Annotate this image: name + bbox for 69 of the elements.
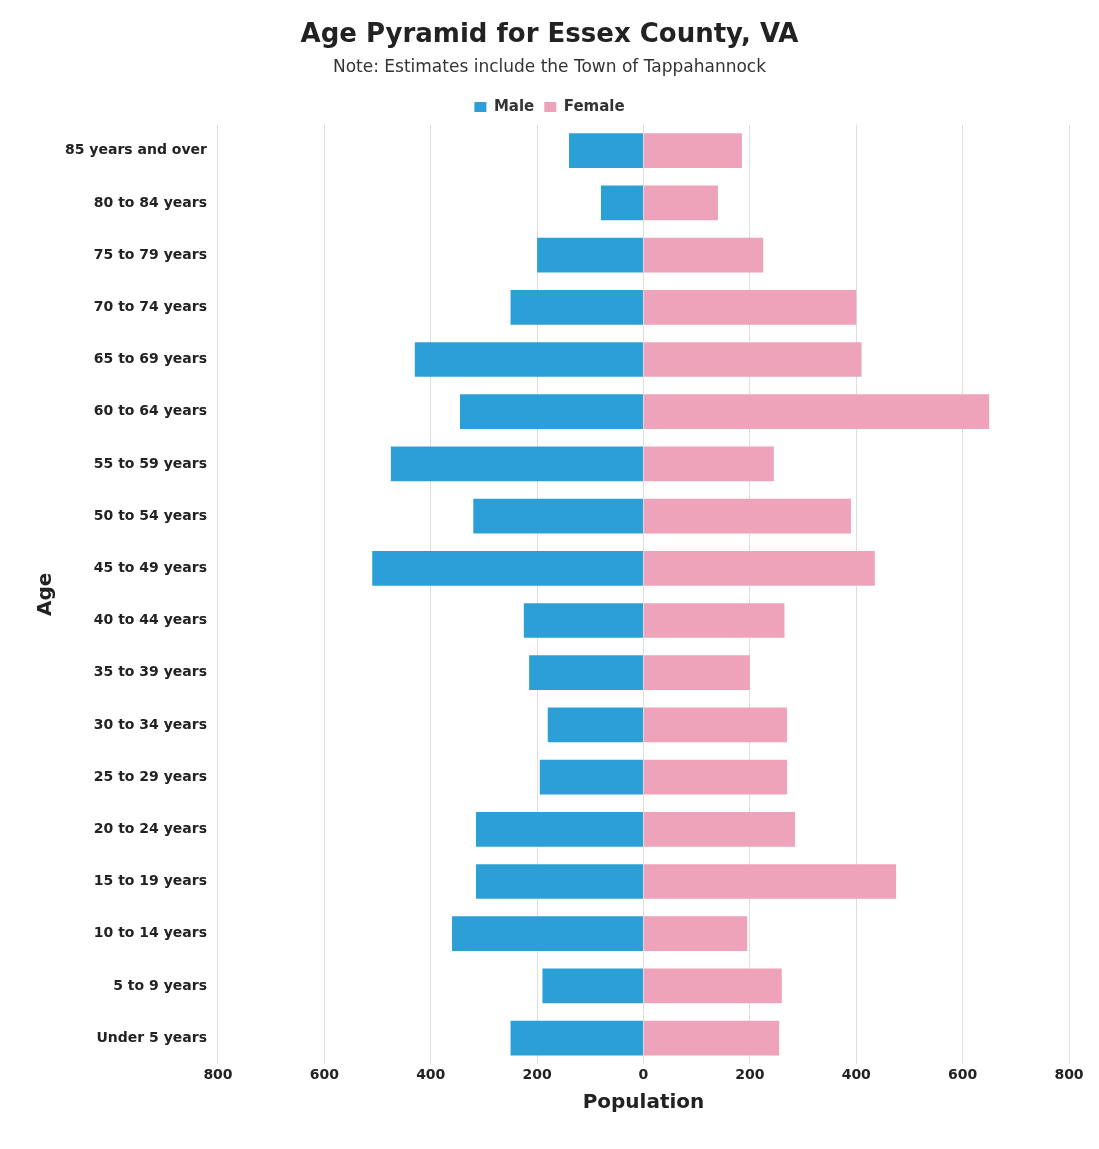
- bar: [644, 811, 796, 847]
- bar: [390, 446, 643, 482]
- x-tick-label: 400: [416, 1066, 446, 1083]
- bar: [452, 916, 643, 952]
- bar: [523, 603, 643, 638]
- y-tick-label: 80 to 84 years: [93, 193, 207, 210]
- bar: [644, 550, 875, 586]
- x-tick-label: 200: [522, 1066, 552, 1083]
- bar: [510, 1020, 643, 1056]
- bar: [644, 133, 742, 169]
- chart-title: Age Pyramid for Essex County, VA: [300, 18, 799, 49]
- y-axis-title: Age: [32, 572, 57, 617]
- legend-label: Female: [563, 96, 625, 115]
- y-tick-label: 45 to 49 years: [93, 558, 207, 575]
- y-tick-label: 50 to 54 years: [93, 506, 207, 523]
- y-tick-label: 20 to 24 years: [93, 819, 207, 836]
- x-tick-label: 0: [638, 1066, 649, 1083]
- bar: [539, 759, 643, 795]
- bar: [542, 968, 643, 1004]
- y-tick-label: 65 to 69 years: [93, 350, 207, 367]
- y-tick-label: 5 to 9 years: [113, 976, 207, 993]
- bar: [644, 707, 788, 743]
- y-tick-label: 60 to 64 years: [93, 402, 207, 419]
- y-tick-label: 70 to 74 years: [93, 297, 207, 314]
- y-tick-label: 35 to 39 years: [93, 663, 207, 680]
- legend-label: Male: [493, 96, 535, 115]
- y-tick-label: 75 to 79 years: [93, 245, 207, 262]
- bar: [475, 811, 643, 847]
- x-tick-label: 800: [203, 1066, 233, 1083]
- bar: [644, 864, 897, 899]
- x-tick-label: 600: [309, 1066, 340, 1083]
- y-tick-label: 55 to 59 years: [93, 454, 207, 471]
- y-tick-label: 30 to 34 years: [93, 715, 207, 732]
- x-axis-title: Population: [582, 1089, 705, 1114]
- y-tick-label: 10 to 14 years: [93, 924, 207, 941]
- y-tick-label: 40 to 44 years: [93, 611, 207, 628]
- bar: [644, 446, 774, 482]
- bar: [644, 916, 748, 952]
- bar: [372, 550, 643, 586]
- bar: [510, 289, 643, 325]
- y-tick-label: 25 to 29 years: [93, 767, 207, 784]
- y-tick-label: 15 to 19 years: [93, 872, 207, 889]
- bar: [414, 342, 643, 377]
- chart-subtitle: Note: Estimates include the Town of Tappahannock: [332, 55, 767, 76]
- bar: [644, 968, 782, 1004]
- y-tick-label: Under 5 years: [96, 1028, 207, 1045]
- y-tick-label: 85 years and over: [64, 141, 208, 158]
- bar: [569, 133, 643, 169]
- x-tick-label: 200: [735, 1066, 765, 1083]
- bar: [460, 394, 643, 430]
- bar: [644, 603, 785, 638]
- bar: [644, 759, 788, 795]
- bar: [644, 289, 857, 325]
- bar: [644, 655, 750, 691]
- bar: [529, 655, 643, 691]
- x-tick-label: 400: [841, 1066, 872, 1083]
- bar: [644, 237, 764, 273]
- x-tick-label: 600: [948, 1066, 978, 1083]
- bar: [644, 394, 990, 430]
- bar: [547, 707, 643, 743]
- bar: [644, 1020, 780, 1056]
- bar: [475, 864, 643, 899]
- x-tick-label: 800: [1054, 1066, 1084, 1083]
- bar: [473, 498, 643, 534]
- bar: [600, 185, 643, 221]
- bar: [644, 342, 862, 377]
- bar: [537, 237, 643, 273]
- bar: [644, 185, 718, 221]
- bar: [644, 498, 851, 534]
